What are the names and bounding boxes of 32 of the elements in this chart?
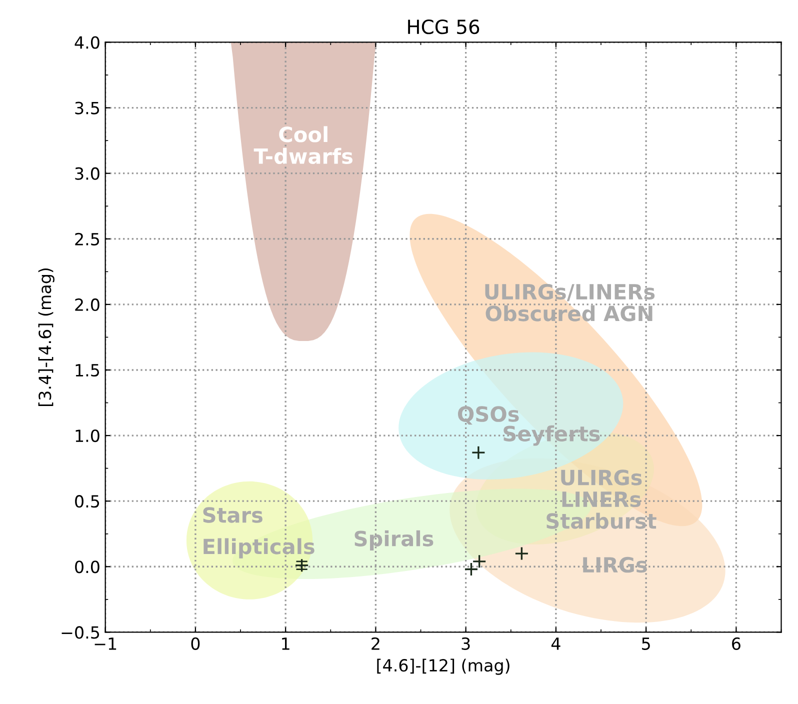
x-tick-label: −1 [94, 638, 116, 650]
annotation: ULIRGs LINERs Starburst [546, 470, 656, 529]
y-tick-label: 2.0 [75, 298, 100, 312]
y-tick-label: 1.5 [76, 364, 100, 377]
y-axis-title: [3.4]-[4.6] (mag) [38, 268, 54, 406]
annotation: LIRGs [583, 556, 647, 573]
x-tick-label: 4 [551, 638, 560, 650]
chart-title: HCG 56 [408, 19, 480, 34]
x-tick-label: 6 [732, 637, 740, 650]
x-tick-label: 2 [372, 637, 380, 650]
y-tick-label: −0.5 [62, 626, 100, 639]
y-tick-label: 4.0 [74, 36, 100, 49]
point [471, 446, 486, 460]
x-tick-label: 0 [191, 637, 200, 650]
point [514, 546, 529, 561]
y-tick-label: 2.5 [75, 232, 100, 246]
annotation: Ellipticals [204, 538, 314, 558]
x-axis-title: [4.6]-[12] (mag) [377, 658, 510, 675]
x-tick-label: 1 [282, 638, 290, 650]
annotation: QSOs [458, 406, 519, 425]
annotation: Spirals [354, 530, 434, 551]
y-tick-label: 3.0 [75, 167, 100, 180]
annotation: Stars [203, 507, 262, 523]
y-tick-label: 3.5 [75, 102, 100, 114]
x-tick-label: 5 [642, 638, 650, 650]
y-tick-label: 0.5 [75, 495, 100, 508]
point [294, 558, 309, 572]
annotation: Seyferts [504, 425, 600, 446]
y-tick-label: 0.0 [75, 560, 100, 574]
x-tick-label: 3 [462, 637, 470, 650]
y-tick-label: 1.0 [76, 430, 100, 442]
annotation: Cool T-dwarfs [254, 126, 352, 164]
